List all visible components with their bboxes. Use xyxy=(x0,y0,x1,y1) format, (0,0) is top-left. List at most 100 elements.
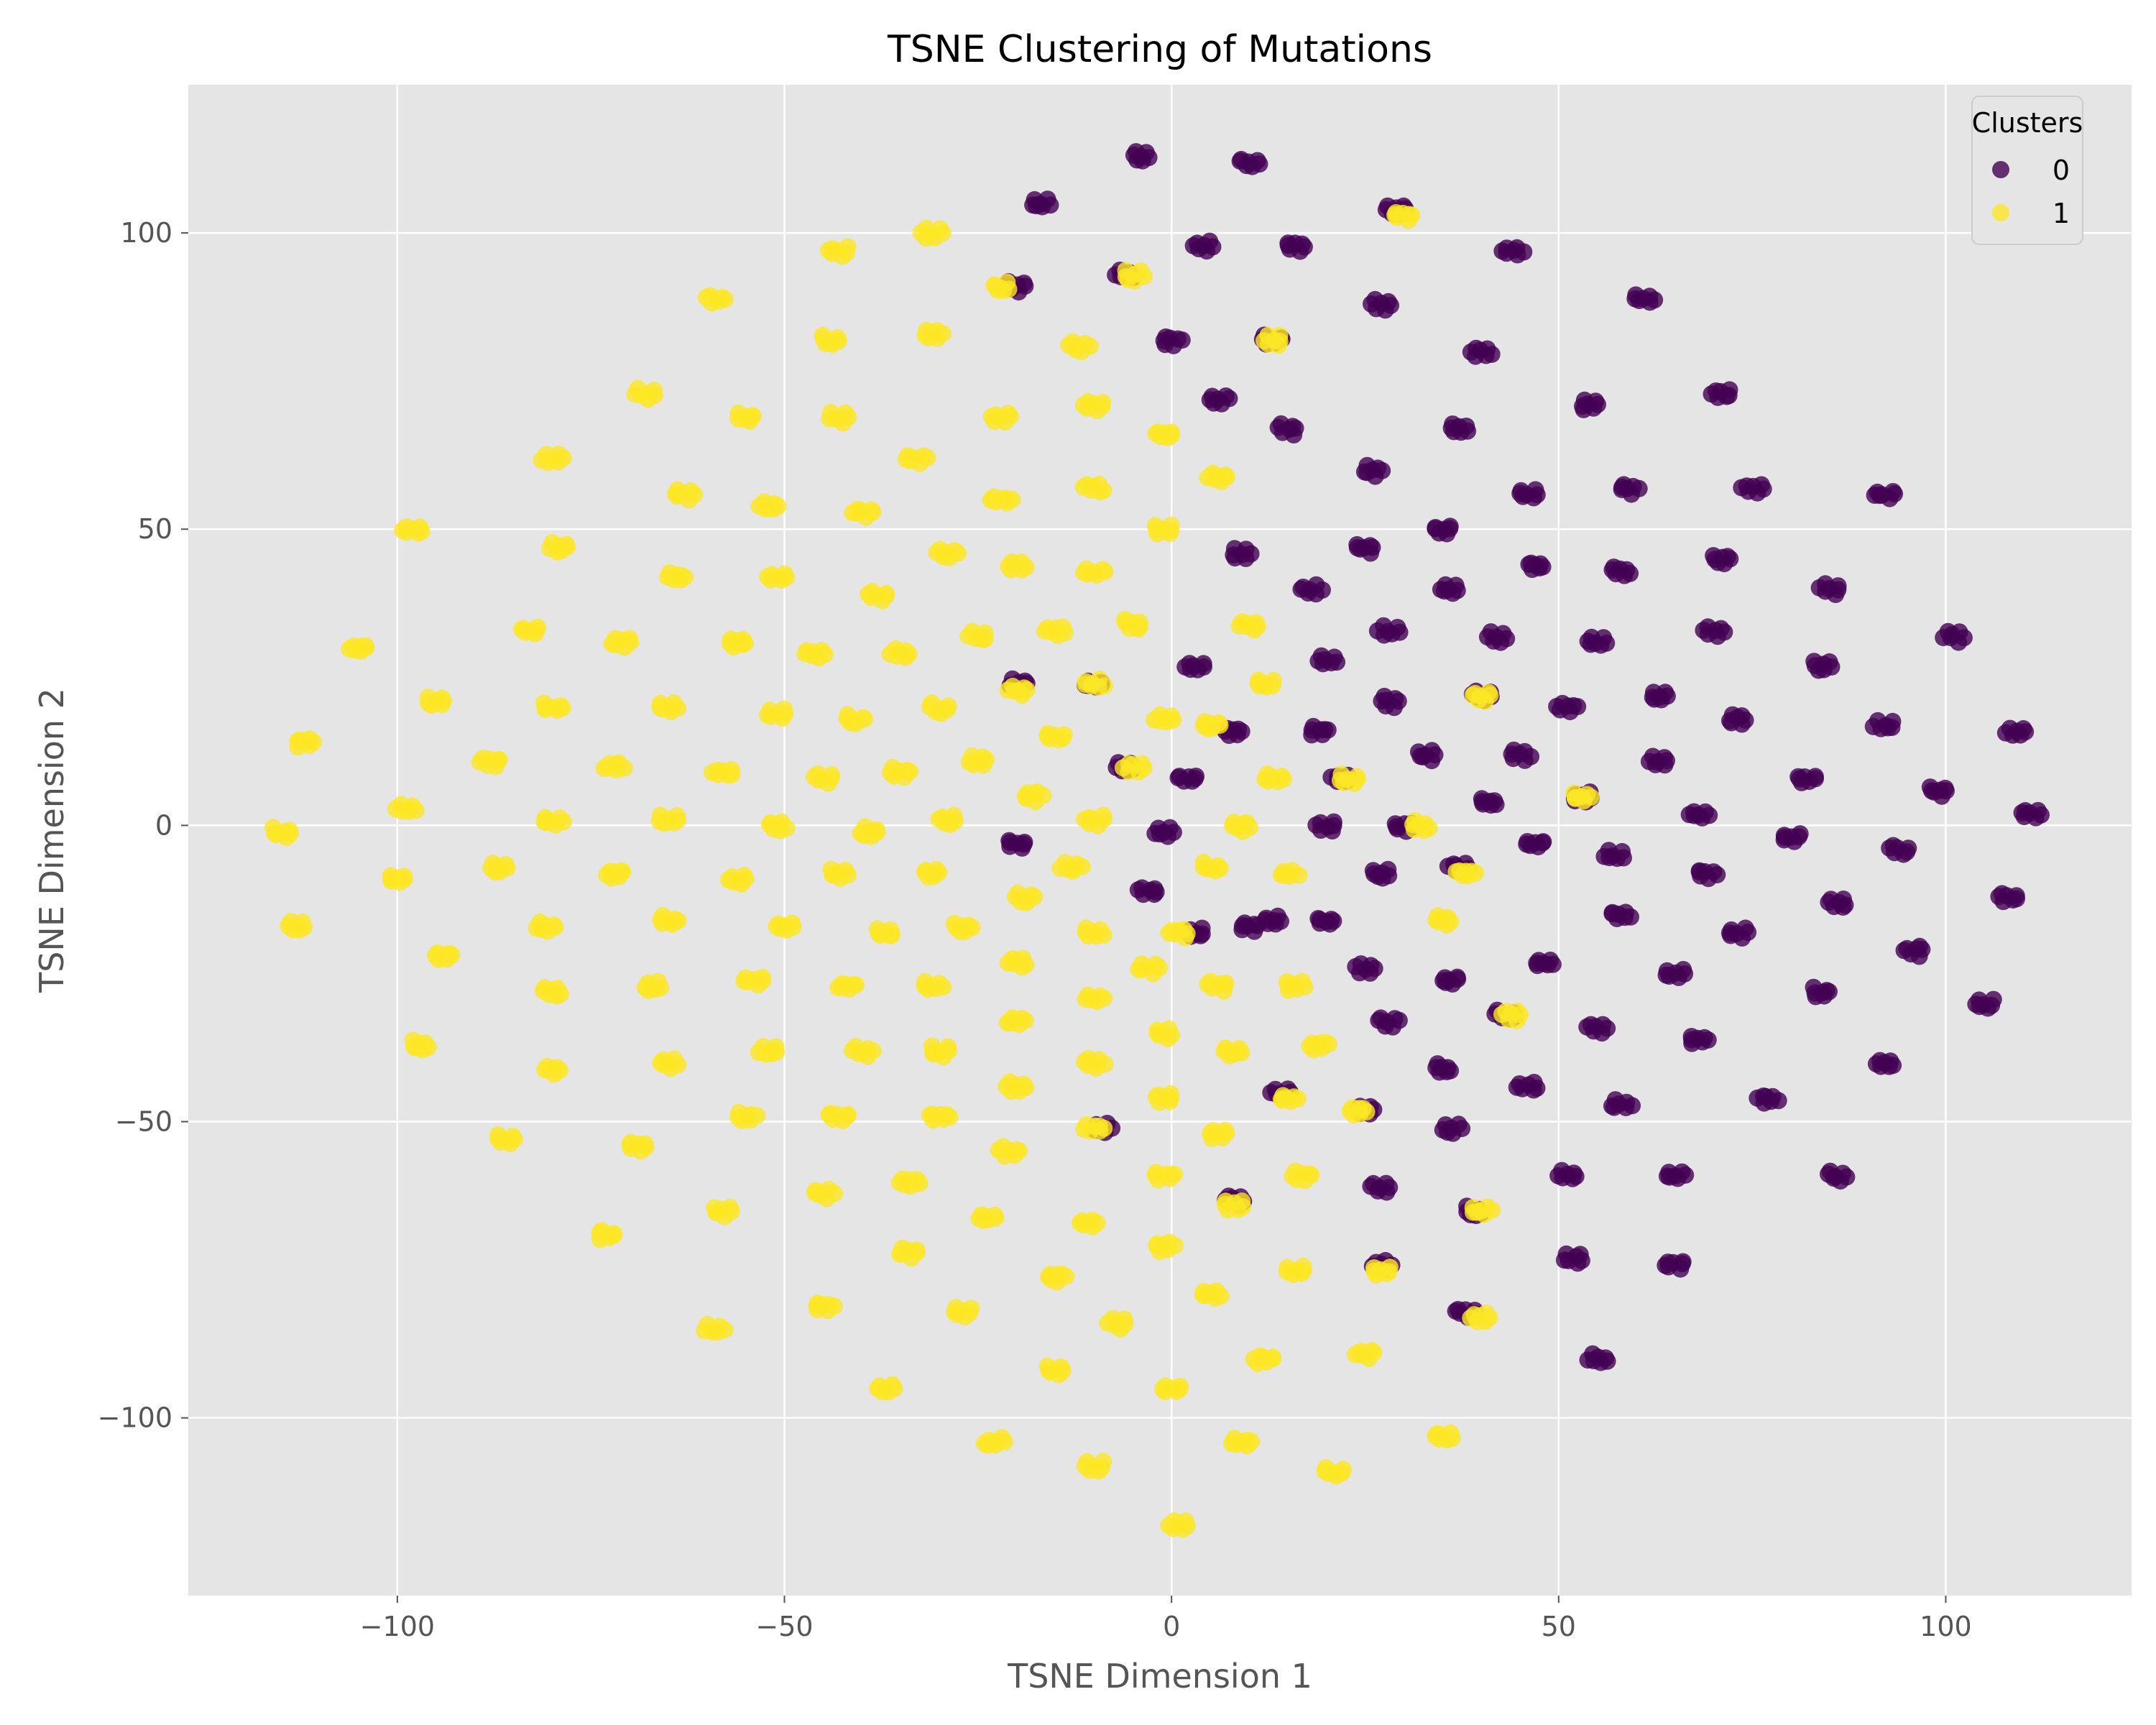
data-point xyxy=(716,290,734,308)
data-point xyxy=(498,859,516,877)
data-point xyxy=(1311,911,1329,929)
data-point xyxy=(1242,545,1260,563)
data-point xyxy=(1194,1287,1212,1304)
data-point xyxy=(1316,1463,1334,1480)
data-point xyxy=(1836,896,1854,914)
data-point xyxy=(1130,960,1148,978)
data-point xyxy=(1075,564,1093,581)
data-point xyxy=(1040,1268,1058,1286)
data-point xyxy=(1790,828,1807,846)
data-point xyxy=(864,1042,882,1060)
y-tick-label: 100 xyxy=(120,217,172,249)
data-point xyxy=(1346,1346,1364,1363)
data-point xyxy=(1838,1168,1856,1186)
data-point xyxy=(419,694,437,712)
data-point xyxy=(1886,485,1904,503)
data-point xyxy=(1806,657,1824,675)
data-point xyxy=(1483,1201,1501,1219)
data-point xyxy=(1348,539,1366,557)
data-point xyxy=(1721,550,1739,568)
data-point xyxy=(1790,770,1808,788)
data-point xyxy=(534,982,552,1000)
data-point xyxy=(1615,849,1632,867)
data-point xyxy=(1153,1380,1171,1398)
data-point xyxy=(528,919,545,937)
data-point xyxy=(1325,816,1342,834)
data-point xyxy=(934,224,952,242)
data-point xyxy=(1234,1198,1252,1216)
data-point xyxy=(1754,480,1772,498)
data-point xyxy=(1017,956,1035,973)
data-point xyxy=(1116,614,1134,632)
data-point xyxy=(1289,1090,1307,1108)
data-point xyxy=(1749,1089,1766,1107)
data-point xyxy=(999,954,1017,972)
data-point xyxy=(1010,1142,1028,1160)
y-axis-label: TSNE Dimension 2 xyxy=(32,688,71,993)
data-point xyxy=(1390,1011,1408,1029)
data-point xyxy=(949,544,967,562)
data-point xyxy=(1271,333,1289,350)
data-point xyxy=(1275,770,1293,788)
data-point xyxy=(1095,989,1113,1007)
data-point xyxy=(1657,966,1675,984)
data-point xyxy=(768,1044,786,1061)
data-point xyxy=(860,585,877,603)
data-point xyxy=(916,863,934,881)
data-point xyxy=(719,871,737,889)
data-point xyxy=(1264,1350,1282,1368)
data-point xyxy=(1820,893,1838,911)
data-point xyxy=(636,979,654,996)
data-point xyxy=(1867,1055,1885,1073)
data-point xyxy=(1493,1006,1511,1024)
data-point xyxy=(750,1044,768,1062)
data-point xyxy=(1077,990,1095,1008)
data-point xyxy=(1355,463,1373,481)
data-point xyxy=(1473,793,1491,811)
data-point xyxy=(1990,888,2008,906)
data-point xyxy=(1518,835,1536,853)
data-point xyxy=(748,1107,766,1124)
data-point xyxy=(982,491,1000,509)
data-point xyxy=(435,692,452,710)
data-point xyxy=(908,1243,926,1261)
data-point xyxy=(1381,1179,1399,1196)
data-point xyxy=(512,620,530,638)
data-point xyxy=(754,972,772,990)
data-point xyxy=(768,917,786,935)
data-point xyxy=(1448,581,1466,599)
data-point xyxy=(1290,866,1308,884)
data-point xyxy=(1325,912,1342,930)
data-point xyxy=(1269,418,1287,436)
data-point xyxy=(1059,336,1077,354)
data-point xyxy=(1003,491,1021,509)
data-point xyxy=(1129,881,1147,899)
data-point xyxy=(420,1039,437,1057)
data-point xyxy=(1823,658,1841,676)
y-tick-label: −100 xyxy=(98,1402,172,1434)
data-point xyxy=(990,1141,1008,1159)
data-point xyxy=(1508,1078,1526,1096)
data-point xyxy=(1644,689,1662,707)
data-point xyxy=(1176,658,1194,676)
data-point xyxy=(536,1061,553,1079)
data-point xyxy=(961,1304,979,1322)
data-point xyxy=(729,1108,747,1126)
data-point xyxy=(605,1227,622,1244)
data-point xyxy=(869,1380,886,1398)
data-point xyxy=(1368,622,1386,640)
data-point xyxy=(1983,996,2001,1014)
x-tick-label: 100 xyxy=(1920,1611,1972,1642)
data-point xyxy=(1382,296,1400,314)
data-point xyxy=(305,733,323,751)
data-point xyxy=(1054,729,1072,747)
data-point xyxy=(1248,617,1266,635)
data-point xyxy=(814,330,832,348)
data-point xyxy=(703,763,721,781)
data-point xyxy=(1148,1024,1166,1042)
data-point xyxy=(890,1174,908,1192)
data-point xyxy=(970,1210,988,1228)
data-point xyxy=(1579,632,1597,650)
data-point xyxy=(1391,623,1409,641)
